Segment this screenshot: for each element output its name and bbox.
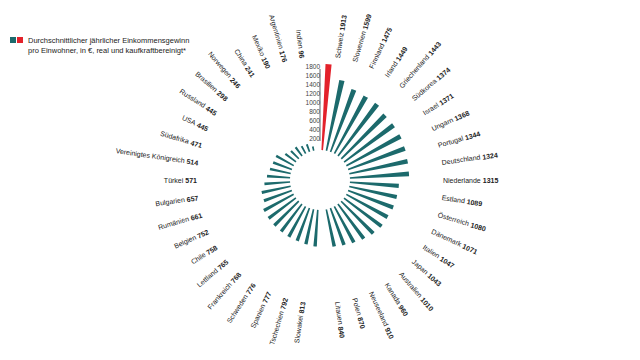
svg-text:200: 200 (309, 135, 320, 142)
svg-text:Estland1089: Estland1089 (441, 194, 483, 207)
svg-text:Italien1047: Italien1047 (422, 244, 456, 270)
svg-text:1200: 1200 (306, 90, 321, 97)
svg-text:Israel1371: Israel1371 (422, 92, 455, 117)
svg-text:Niederlande1315: Niederlande1315 (443, 177, 498, 184)
svg-text:Kanada960: Kanada960 (384, 282, 410, 318)
svg-text:Ungarn1368: Ungarn1368 (430, 109, 470, 133)
svg-text:Litauen840: Litauen840 (334, 301, 346, 338)
svg-text:1000: 1000 (306, 99, 321, 106)
svg-text:800: 800 (309, 108, 320, 115)
svg-text:Schweiz1913: Schweiz1913 (334, 14, 347, 58)
svg-text:Portugal1344: Portugal1344 (437, 130, 481, 150)
svg-text:USA445: USA445 (181, 114, 210, 132)
svg-text:1400: 1400 (306, 81, 321, 88)
svg-text:1600: 1600 (306, 72, 321, 79)
svg-text:Argentinien176: Argentinien176 (267, 14, 289, 63)
svg-text:Deutschland1324: Deutschland1324 (441, 151, 498, 166)
svg-text:Polen870: Polen870 (351, 297, 367, 329)
svg-text:Tschechien792: Tschechien792 (268, 297, 288, 346)
svg-text:Lettland765: Lettland765 (196, 258, 230, 289)
svg-text:Bulgarien657: Bulgarien657 (155, 194, 199, 208)
svg-text:Spanien777: Spanien777 (249, 290, 273, 329)
svg-text:Slowenien1599: Slowenien1599 (351, 13, 372, 63)
svg-text:Rumänien661: Rumänien661 (157, 211, 203, 231)
svg-text:600: 600 (309, 117, 320, 124)
svg-text:Chile758: Chile758 (190, 244, 219, 266)
svg-text:Russland445: Russland445 (179, 87, 219, 116)
svg-text:Österreich1080: Österreich1080 (437, 211, 487, 232)
svg-text:Neuseeland910: Neuseeland910 (368, 290, 396, 339)
svg-text:Slowakei813: Slowakei813 (293, 301, 306, 343)
svg-text:Irland1449: Irland1449 (384, 45, 409, 78)
svg-text:400: 400 (309, 126, 320, 133)
svg-text:Finnland1475: Finnland1475 (368, 26, 393, 69)
svg-text:Türkei571: Türkei571 (164, 177, 197, 184)
svg-text:Mexiko190: Mexiko190 (251, 34, 272, 70)
svg-text:Indien96: Indien96 (295, 29, 306, 59)
svg-text:Südafrika471: Südafrika471 (159, 130, 203, 149)
svg-text:Vereinigtes Königreich514: Vereinigtes Königreich514 (115, 147, 199, 167)
svg-text:China241: China241 (233, 48, 256, 79)
svg-text:1800: 1800 (306, 63, 321, 70)
svg-text:Brasilien298: Brasilien298 (194, 70, 229, 102)
svg-text:Belgien752: Belgien752 (173, 228, 210, 251)
